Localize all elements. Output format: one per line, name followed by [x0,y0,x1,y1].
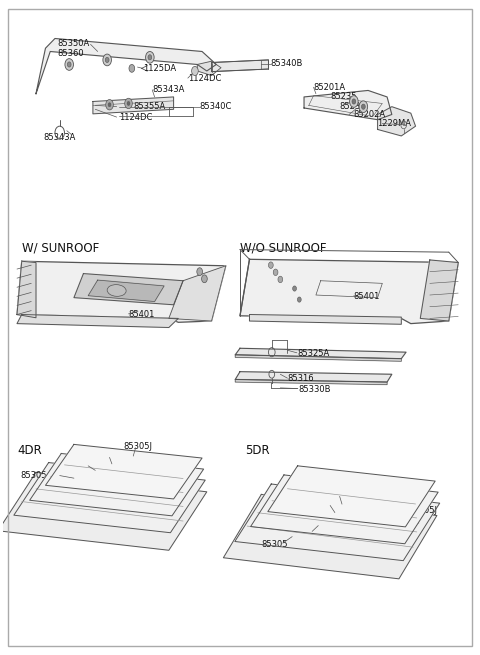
Circle shape [127,102,130,105]
Circle shape [192,66,198,75]
Polygon shape [17,314,179,328]
Text: 85340B: 85340B [271,60,303,68]
Text: 85305K: 85305K [387,517,419,525]
Circle shape [268,262,273,269]
Circle shape [145,52,154,63]
Polygon shape [223,495,437,579]
Circle shape [125,98,132,109]
Text: 5DR: 5DR [245,444,269,457]
Polygon shape [0,472,207,550]
Polygon shape [17,261,226,322]
Text: 85305H: 85305H [97,451,131,460]
Polygon shape [88,280,164,301]
Circle shape [298,297,301,302]
Circle shape [105,58,109,62]
Polygon shape [251,475,438,544]
Circle shape [202,275,207,283]
Text: 85401: 85401 [354,292,380,301]
Circle shape [67,62,71,67]
Text: 85235: 85235 [340,102,366,111]
Polygon shape [74,274,183,305]
Text: W/ SUNROOF: W/ SUNROOF [22,242,99,255]
Text: 85360: 85360 [57,49,84,58]
Circle shape [352,99,356,104]
Polygon shape [197,61,221,75]
Text: 1229MA: 1229MA [378,119,411,128]
Text: 85235: 85235 [330,92,357,102]
Circle shape [106,100,113,110]
Text: 85316: 85316 [288,373,314,383]
Circle shape [65,59,73,70]
Text: 85305G: 85305G [74,460,107,470]
Polygon shape [304,90,392,120]
Circle shape [361,104,365,109]
Text: 85202A: 85202A [354,110,386,119]
Circle shape [278,276,283,283]
Polygon shape [46,444,202,499]
Text: 85340C: 85340C [200,102,232,111]
Text: 85305: 85305 [21,471,48,480]
Polygon shape [212,60,268,71]
Text: 1124DC: 1124DC [119,113,152,122]
Text: 85305G: 85305G [312,527,345,536]
Text: 85305J: 85305J [124,442,153,451]
Polygon shape [14,462,205,533]
Text: 85343A: 85343A [43,133,75,141]
Polygon shape [250,314,401,324]
Circle shape [293,286,297,291]
Circle shape [108,103,111,107]
Polygon shape [235,348,406,359]
Polygon shape [93,97,174,114]
Polygon shape [17,261,36,318]
Text: 85355A: 85355A [133,102,166,111]
Text: 1125DA: 1125DA [143,64,176,73]
Polygon shape [36,39,216,94]
Text: 85305: 85305 [261,540,288,549]
Text: 85305J: 85305J [408,506,437,515]
Text: 1124DC: 1124DC [188,73,221,83]
Circle shape [148,55,152,60]
Circle shape [103,54,111,66]
Polygon shape [235,379,387,384]
Circle shape [129,64,135,72]
Polygon shape [235,355,401,362]
Circle shape [359,101,368,113]
Text: 85330B: 85330B [298,384,330,394]
Polygon shape [240,259,458,324]
Polygon shape [235,371,392,382]
Polygon shape [169,266,226,321]
Ellipse shape [107,285,126,296]
Text: 85350A: 85350A [57,39,90,48]
Text: W/O SUNROOF: W/O SUNROOF [240,242,326,255]
Text: 4DR: 4DR [17,444,42,457]
Polygon shape [235,484,440,561]
Text: 85201A: 85201A [313,83,346,92]
Text: 85401: 85401 [129,310,155,319]
Polygon shape [268,466,435,527]
Polygon shape [30,453,204,516]
Polygon shape [378,107,416,136]
Circle shape [197,268,203,276]
Polygon shape [420,260,458,321]
Text: 85325A: 85325A [297,349,329,358]
Text: 85343A: 85343A [152,85,185,94]
Circle shape [273,269,278,276]
Circle shape [349,96,358,107]
